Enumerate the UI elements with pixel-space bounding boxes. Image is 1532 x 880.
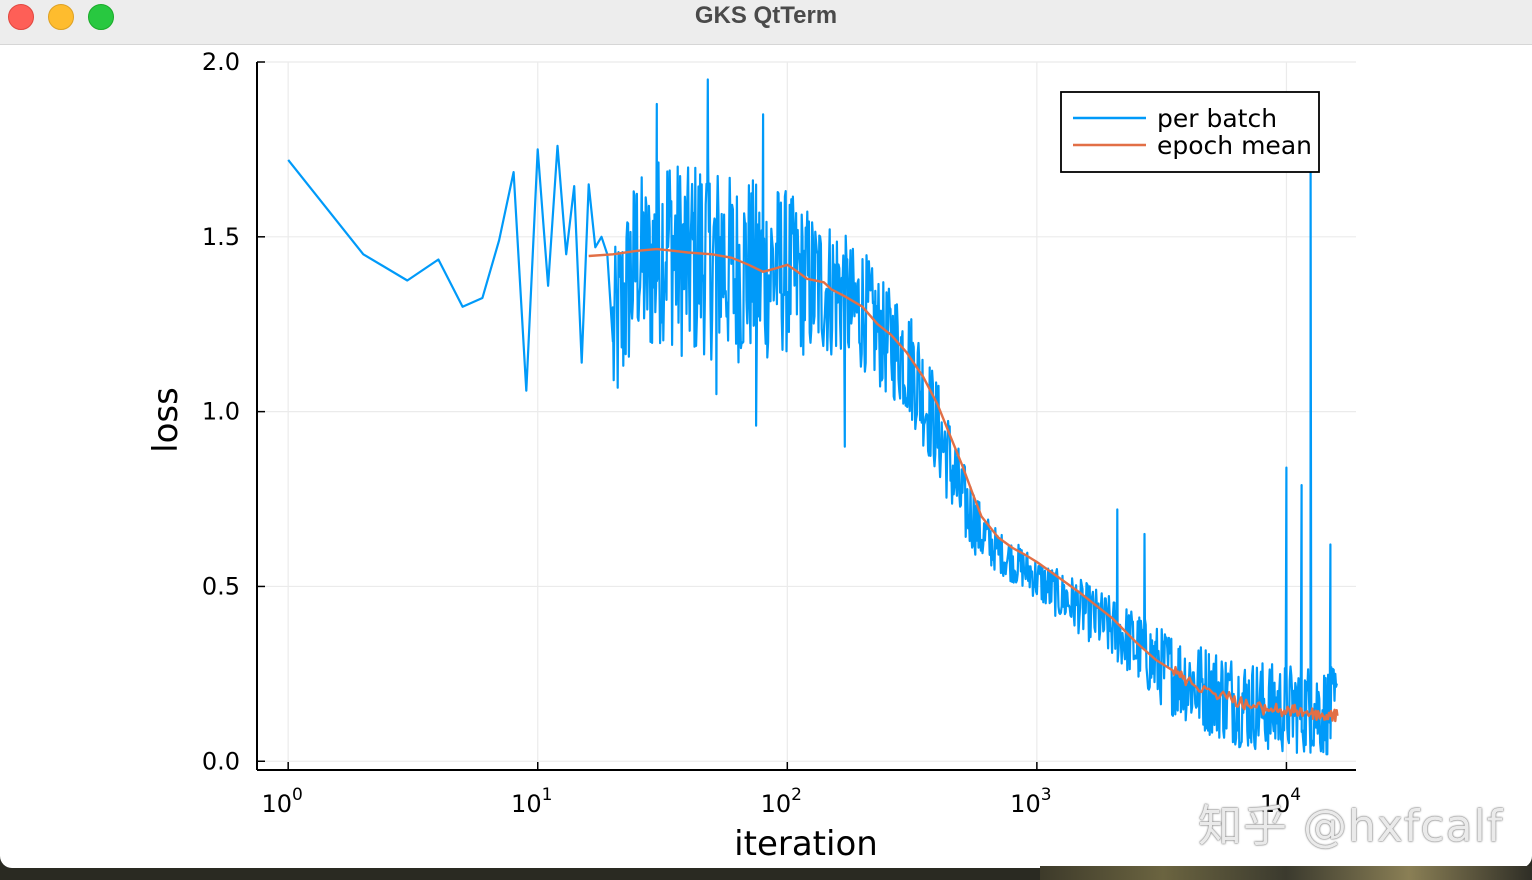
y-tick-label: 0.5 — [202, 572, 240, 600]
legend-label: epoch mean — [1157, 131, 1312, 160]
desktop-background — [1040, 866, 1532, 880]
y-tick-label: 2.0 — [202, 48, 240, 76]
series-layer — [287, 78, 1339, 756]
window-title: GKS QtTerm — [694, 2, 838, 29]
x-tick-label: 102 — [761, 785, 802, 818]
y-axis-label: loss — [146, 387, 186, 453]
y-tick-label: 1.0 — [202, 398, 240, 426]
chart-axes — [256, 61, 1356, 771]
zoom-window-button[interactable] — [88, 4, 114, 30]
x-tick-label: 104 — [1260, 785, 1301, 818]
loss-chart: 100 101 102 103 104 0.0 0.5 1.0 1.5 2.0 iteration… — [146, 48, 1356, 864]
per-batch-line — [287, 78, 1338, 756]
epoch-mean-line — [588, 247, 1339, 723]
y-tick-label: 0.0 — [202, 747, 240, 775]
tick-labels: 100 101 102 103 104 0.0 0.5 1.0 1.5 2.0 — [202, 48, 1301, 818]
legend-box — [1060, 91, 1320, 173]
x-axis-label: iteration — [734, 824, 878, 864]
close-window-button[interactable] — [8, 4, 34, 30]
y-tick-label: 1.5 — [202, 223, 240, 251]
watermark-text: 知乎 @hxfcalf — [1198, 801, 1504, 852]
x-tick-label: 100 — [261, 785, 302, 818]
minimize-window-button[interactable] — [48, 4, 74, 30]
title-bar[interactable]: GKS QtTerm — [0, 0, 1532, 45]
x-tick-label: 101 — [511, 785, 552, 818]
x-tick-label: 103 — [1010, 785, 1051, 818]
legend-label: per batch — [1157, 104, 1277, 133]
